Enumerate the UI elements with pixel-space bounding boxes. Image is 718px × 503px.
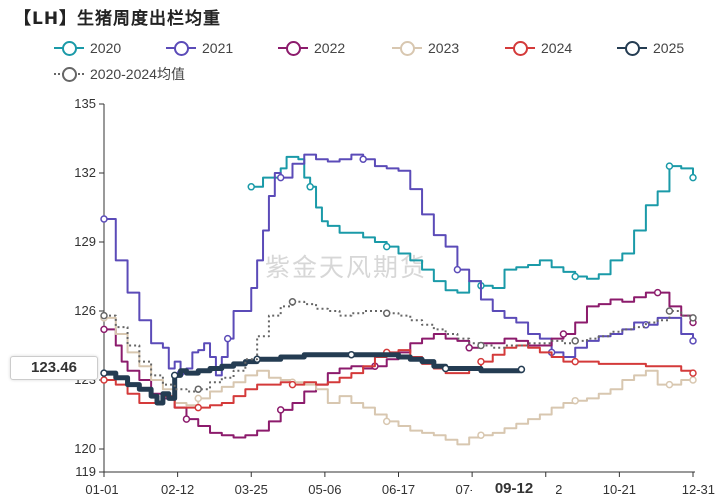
data-point — [689, 376, 697, 384]
series-line — [104, 352, 524, 406]
data-point — [571, 272, 579, 281]
y-tick-label: 129 — [74, 234, 96, 249]
data-point — [517, 365, 526, 374]
y-tick-label: 132 — [74, 165, 96, 180]
x-tick-label: 05-06 — [308, 482, 341, 497]
legend-label: 2024 — [541, 40, 573, 56]
data-point — [359, 155, 367, 163]
data-point — [382, 417, 391, 426]
legend-item[interactable]: 2024 — [505, 40, 572, 56]
data-point — [194, 394, 202, 403]
series-2023 — [100, 314, 697, 446]
data-point — [571, 396, 579, 405]
data-point — [288, 298, 297, 306]
series-2020-2024均值 — [100, 298, 697, 393]
data-point — [100, 325, 108, 334]
data-point — [665, 380, 674, 389]
data-point — [559, 330, 568, 338]
data-point — [665, 307, 674, 315]
data-point — [441, 364, 450, 373]
legend-item[interactable]: 2023 — [392, 40, 459, 56]
series-line — [104, 153, 694, 377]
x-tick-label: 03-25 — [235, 482, 268, 497]
data-point — [306, 183, 314, 191]
data-point — [689, 369, 697, 377]
legend-marker-icon — [166, 41, 196, 56]
data-point — [100, 376, 108, 384]
legend-item[interactable]: 2021 — [166, 40, 233, 56]
data-point — [347, 350, 356, 359]
series-2025 — [100, 350, 526, 406]
data-point — [653, 288, 662, 297]
legend-label: 2023 — [428, 40, 460, 56]
x-tick-label: 10-21 — [603, 482, 636, 497]
x-tick-label: 02-12 — [161, 482, 194, 497]
y-tick-label: 126 — [74, 303, 96, 318]
data-point — [182, 415, 191, 423]
legend-marker-icon — [505, 41, 535, 56]
legend-marker-icon — [278, 41, 308, 56]
data-point — [382, 309, 391, 318]
series-line — [104, 291, 694, 439]
data-point — [247, 183, 255, 191]
data-point — [276, 173, 285, 182]
x-tick-label: 06-17 — [382, 482, 415, 497]
series-line — [104, 300, 694, 393]
data-point — [194, 385, 202, 393]
x-tick-label: 12-31 — [682, 482, 715, 497]
data-point — [170, 371, 179, 380]
watermark: 紫金天风期货 — [265, 253, 427, 282]
current-value-callout: 123.46 — [10, 356, 98, 380]
legend-label: 2022 — [314, 40, 346, 56]
legend-marker-icon — [54, 41, 84, 56]
legend-item[interactable]: 2020 — [54, 40, 121, 56]
legend-label: 2025 — [653, 40, 685, 56]
legend-marker-icon — [54, 67, 84, 82]
series-line — [104, 316, 693, 446]
y-tick-label: 119 — [75, 464, 96, 479]
data-point — [477, 357, 485, 366]
legend-item[interactable]: 2025 — [617, 40, 684, 56]
data-point — [465, 344, 473, 352]
data-point — [276, 406, 285, 414]
data-point — [689, 173, 697, 182]
legend-marker-icon — [392, 41, 422, 56]
series-2020 — [247, 155, 697, 294]
legend-label: 2021 — [202, 40, 234, 56]
data-point — [223, 334, 232, 343]
data-point — [689, 314, 697, 322]
data-point — [477, 431, 485, 439]
data-point — [100, 369, 108, 377]
data-point — [571, 357, 579, 366]
chart-title: 【LH】生猪周度出栏均重 — [14, 9, 222, 29]
y-tick-label: 120 — [74, 441, 96, 456]
data-point — [689, 337, 697, 345]
y-tick-label: 135 — [74, 96, 96, 111]
series-line — [251, 155, 694, 294]
legend-item[interactable]: 2020-2024均值 — [54, 64, 185, 84]
data-point — [194, 403, 202, 412]
data-point — [477, 341, 485, 350]
data-point — [665, 162, 674, 170]
data-point — [100, 215, 108, 223]
highlighted-x-label: 09-12 — [472, 478, 556, 500]
data-point — [288, 380, 297, 389]
data-point — [571, 337, 579, 345]
data-point — [100, 311, 108, 320]
legend-label: 2020-2024均值 — [90, 66, 185, 82]
data-point — [453, 265, 462, 274]
legend-item[interactable]: 2022 — [278, 40, 345, 56]
x-tick-label: 01-01 — [85, 482, 118, 497]
legend-marker-icon — [617, 41, 647, 56]
data-point — [382, 242, 391, 251]
legend-label: 2020 — [90, 40, 122, 56]
